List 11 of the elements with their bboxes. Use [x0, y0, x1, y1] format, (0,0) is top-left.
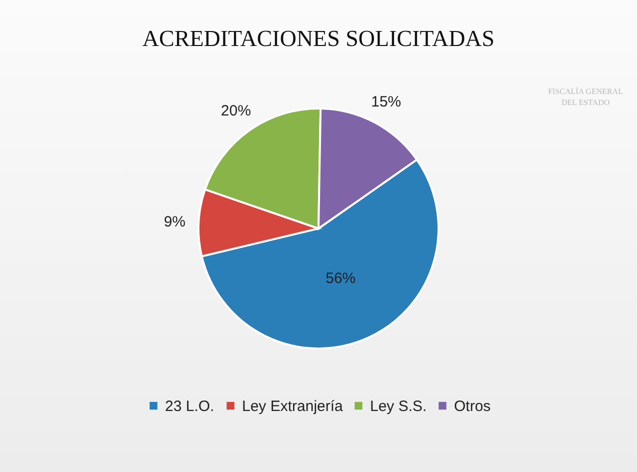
legend-label: Ley S.S.	[370, 398, 427, 415]
chart-title: ACREDITACIONES SOLICITADAS	[142, 26, 495, 51]
data-label: 20%	[220, 102, 251, 120]
data-label: 9%	[164, 213, 186, 230]
legend-label: Otros	[454, 398, 491, 415]
slice-label: 23 L.O.	[165, 398, 214, 415]
text: FISCALÍA GENERAL	[548, 86, 623, 97]
legend-label: Ley Extranjería	[242, 398, 344, 415]
data-label: 15%	[371, 93, 402, 110]
data-label: 56%	[326, 270, 356, 287]
text: DEL ESTADO	[560, 97, 611, 108]
